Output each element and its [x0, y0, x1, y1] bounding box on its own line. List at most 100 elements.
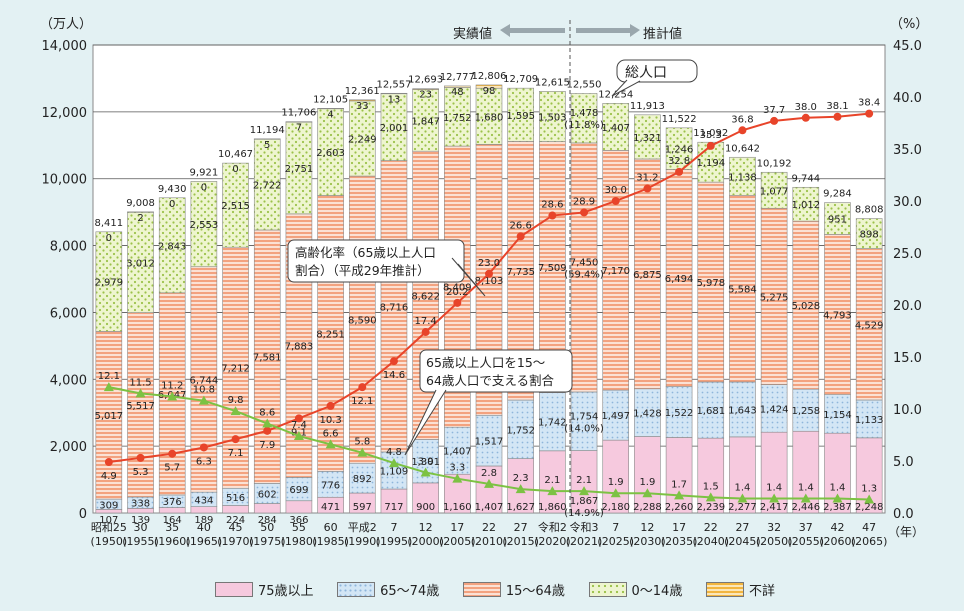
bar-segment-65-74	[570, 391, 598, 451]
right-axis-unit: （%）	[890, 17, 928, 32]
bar-total-label: 12,550	[567, 80, 602, 91]
support-ratio-value-label: 1.3	[861, 483, 877, 494]
x-tick-label: 37	[799, 521, 813, 534]
bar-value-label: 5,017	[95, 411, 124, 422]
aging-rate-point	[168, 449, 177, 458]
aging-rate-value-label: 20.2	[446, 287, 468, 298]
legend-label-unknown: 不詳	[748, 583, 775, 599]
total-population-label: 総人口	[625, 65, 667, 81]
bar-value-label: 1,847	[411, 116, 440, 127]
bar-value-label: (59.4%)	[564, 269, 604, 280]
x-tick-label: 22	[482, 521, 496, 534]
aging-rate-value-label: 30.0	[605, 185, 627, 196]
bar-value-label: 1,643	[728, 405, 757, 416]
bar-segment-0-14	[570, 93, 598, 144]
bar-value-label: 2,277	[728, 502, 757, 513]
support-ratio-point	[230, 406, 241, 416]
left-axis: 0 2,000 4,000 6,000 8,000 10,000 12,000 14,000	[42, 39, 88, 522]
bar-value-label: 1,407	[475, 502, 504, 513]
right-tick-label: 35.0	[893, 143, 922, 158]
support-ratio-point	[610, 488, 621, 498]
aging-rate-point	[358, 383, 367, 392]
bar-total-label: 9,284	[823, 189, 852, 200]
bar-value-label: 1,012	[791, 200, 820, 211]
legend-label-0-14: 0～14歳	[631, 583, 683, 599]
bar-value-label: 1,321	[633, 133, 662, 144]
x-year-label: (2035)	[661, 535, 698, 548]
bar-value-label: 0	[169, 199, 175, 210]
support-ratio-value-label: 12.1	[98, 371, 120, 382]
bar-segment-75plus	[602, 439, 630, 514]
x-year-label: (2010)	[471, 535, 508, 548]
aging-rate-value-label: 38.1	[826, 101, 848, 112]
support-ratio-value-label: 1.7	[671, 479, 687, 490]
x-year-label: (2055)	[788, 535, 825, 548]
bar-value-label: 1,754	[570, 411, 599, 422]
x-year-label: (1990)	[344, 535, 381, 548]
bar-segment-15-64	[190, 266, 218, 493]
left-tick-label: 12,000	[42, 106, 88, 121]
legend-item-75plus: 75歳以上	[215, 580, 314, 599]
bar-value-label: 8,103	[475, 276, 504, 287]
left-tick-label: 8,000	[50, 240, 87, 255]
x-tick-label: 40	[197, 521, 211, 534]
x-tick-label: 32	[767, 521, 781, 534]
line-series: 4.95.35.76.37.17.99.110.312.114.617.420.…	[98, 98, 880, 504]
bar-value-label: 2,001	[380, 123, 409, 134]
bar-segment-65-74	[444, 426, 471, 475]
x-year-label: (1995)	[376, 535, 413, 548]
x-year-label: (1970)	[217, 535, 254, 548]
bar-value-label: 23	[419, 90, 432, 101]
left-tick-label: 0	[79, 507, 87, 522]
bar-segment-15-64	[602, 150, 630, 391]
bar-segment-0-14	[475, 87, 503, 145]
bar-value-label: 7,735	[506, 267, 535, 278]
aging-rate-point	[516, 232, 525, 241]
bar-segment-15-64	[697, 181, 725, 383]
aging-rate-value-label: 38.0	[795, 102, 817, 113]
aging-rate-value-label: 17.4	[415, 316, 437, 327]
x-year-label: (2025)	[597, 535, 634, 548]
right-tick-label: 25.0	[893, 247, 922, 262]
left-tick-label: 2,000	[50, 440, 87, 455]
x-tick-label: 30	[134, 521, 148, 534]
x-tick-label: 50	[260, 521, 274, 534]
support-ratio-point	[262, 418, 273, 428]
bar-value-label: 309	[99, 500, 118, 511]
bar-segment-unknown	[412, 88, 439, 90]
support-ratio-value-label: 1.4	[798, 482, 814, 493]
aging-rate-value-label: 31.2	[636, 173, 658, 184]
aging-rate-value-label: 37.7	[763, 105, 785, 116]
bar-value-label: 892	[353, 474, 372, 485]
bar-value-label: 8,716	[380, 302, 409, 313]
bar-total-label: 12,693	[408, 75, 443, 86]
support-ratio-point	[547, 486, 558, 496]
support-ratio-value-label: 1.4	[766, 482, 782, 493]
bar-total-label: 10,192	[757, 158, 792, 169]
x-year-label: (1985)	[312, 535, 349, 548]
legend-label-65-74: 65～74歳	[380, 583, 440, 599]
x-tick-label: 7	[390, 521, 397, 534]
bar-segment-0-14	[127, 211, 154, 313]
x-tick-label: 55	[292, 521, 306, 534]
x-year-label: (1950)	[91, 535, 128, 548]
bar-value-label: 434	[194, 495, 213, 506]
aging-rate-value-label: 14.6	[383, 370, 405, 381]
bar-segment-0-14	[285, 121, 313, 215]
bar-value-label: 951	[828, 215, 847, 226]
bar-segment-75plus	[222, 505, 249, 514]
bar-segment-0-14	[824, 202, 851, 235]
bar-value-label: 48	[451, 87, 464, 98]
bar-segment-65-74	[539, 392, 566, 452]
support-ratio-point	[737, 493, 748, 503]
bar-segment-15-64	[348, 175, 376, 464]
bar-value-label: (14.0%)	[564, 423, 604, 434]
x-year-label: (2030)	[629, 535, 666, 548]
bar-value-label: 7,581	[253, 353, 282, 364]
bar-value-label: (11.8%)	[564, 120, 604, 131]
bar-segment-75plus	[285, 500, 313, 514]
right-tick-label: 0.0	[893, 507, 914, 522]
bar-value-label: 2,603	[316, 148, 345, 159]
aging-rate-point	[675, 167, 684, 176]
